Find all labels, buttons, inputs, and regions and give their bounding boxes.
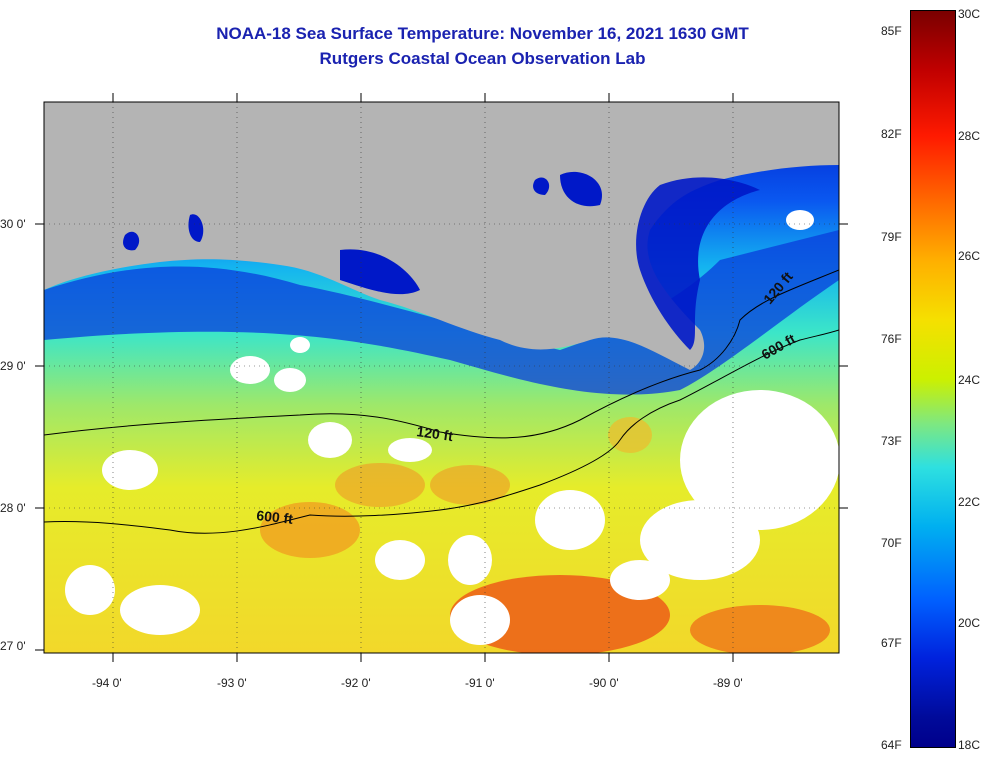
contour-600ft <box>44 329 839 534</box>
graticule <box>44 102 839 653</box>
contour-label: 600 ft <box>256 507 294 527</box>
fahrenheit-tick: 82F <box>881 127 902 141</box>
map-title: NOAA-18 Sea Surface Temperature: Novembe… <box>216 24 749 43</box>
fahrenheit-tick: 70F <box>881 536 902 550</box>
lon-label: -93 0' <box>217 676 247 690</box>
celsius-tick: 20C <box>958 616 981 630</box>
lon-label: -92 0' <box>341 676 371 690</box>
celsius-tick: 18C <box>958 738 981 752</box>
lat-label: 27 0' <box>0 639 26 653</box>
fahrenheit-tick: 76F <box>881 332 902 346</box>
contour-120ft <box>44 269 839 439</box>
fahrenheit-tick: 64F <box>881 738 902 752</box>
lon-label: -90 0' <box>589 676 619 690</box>
map-frame <box>43 101 840 654</box>
fahrenheit-tick: 73F <box>881 434 902 448</box>
lon-label: -94 0' <box>92 676 122 690</box>
fahrenheit-tick: 85F <box>881 24 902 38</box>
lon-label: -89 0' <box>713 676 743 690</box>
land-mass <box>44 102 839 370</box>
map-subtitle: Rutgers Coastal Ocean Observation Lab <box>319 49 646 68</box>
lon-label: -91 0' <box>465 676 495 690</box>
temperature-colorbar <box>910 10 956 748</box>
lat-label: 30 0' <box>0 217 26 231</box>
fahrenheit-tick: 79F <box>881 230 902 244</box>
lat-label: 28 0' <box>0 501 26 515</box>
fahrenheit-tick: 67F <box>881 636 902 650</box>
celsius-tick: 30C <box>958 7 981 21</box>
cloud-cover <box>65 210 839 645</box>
celsius-tick: 22C <box>958 495 981 509</box>
contour-label: 120 ft <box>416 423 455 444</box>
celsius-tick: 26C <box>958 249 981 263</box>
celsius-tick: 28C <box>958 129 981 143</box>
lat-label: 29 0' <box>0 359 26 373</box>
celsius-tick: 24C <box>958 373 981 387</box>
